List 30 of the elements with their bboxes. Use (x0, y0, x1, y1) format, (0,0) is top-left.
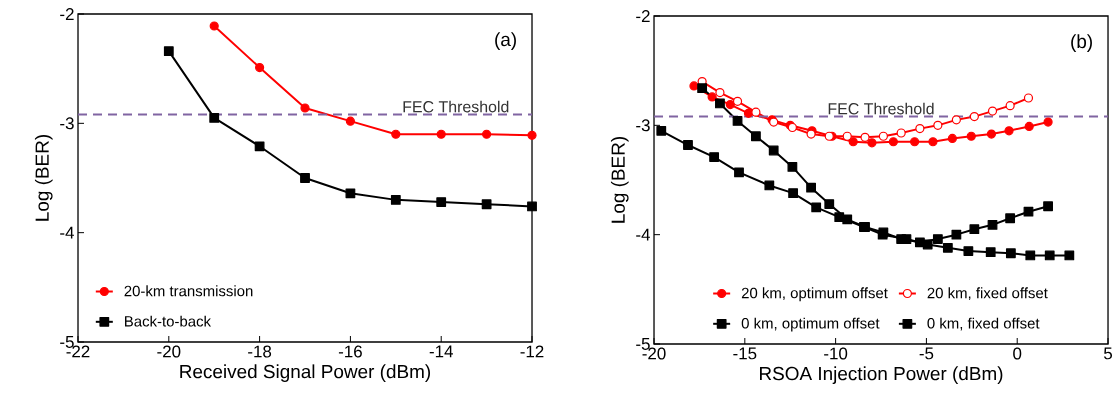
legend-label: 20 km, fixed offset (927, 287, 1048, 301)
x-tick-label: -14 (429, 345, 453, 358)
x-tick-label: -12 (520, 345, 544, 358)
x-tick-label: -10 (824, 347, 848, 360)
legend-label: 0 km, fixed offset (927, 317, 1040, 331)
x-tick-label: -15 (733, 347, 757, 360)
ref-line-label: FEC Threshold (403, 100, 509, 113)
x-tick-label: 0 (1013, 347, 1022, 360)
legend-label: 20 km, optimum offset (741, 287, 888, 302)
x-tick-label: -16 (338, 345, 362, 358)
y-axis-title: Log (BER) (34, 135, 53, 221)
y-tick-label: -4 (60, 226, 74, 239)
annotation: (a) (495, 32, 516, 50)
x-tick-label: -20 (157, 345, 181, 358)
y-tick-label: -4 (636, 228, 650, 241)
legend-label: 0 km, optimum offset (741, 317, 880, 332)
y-axis-title: Log (BER) (610, 137, 629, 223)
legend-label: 20-km transmission (124, 285, 253, 297)
legend-label: Back-to-back (125, 315, 212, 327)
x-tick-label: -18 (248, 345, 272, 358)
y-tick-label: -2 (636, 10, 650, 22)
y-tick-label: -3 (636, 119, 650, 132)
x-axis-title: Received Signal Power (dBm) (180, 364, 431, 382)
y-tick-label: -2 (60, 8, 74, 20)
y-tick-label: -3 (60, 117, 74, 130)
x-tick-label: 5 (1103, 347, 1113, 360)
annotation: (b) (1071, 34, 1092, 52)
x-axis-title: RSOA Injection Power (dBm) (760, 366, 1003, 384)
x-tick-label: -5 (919, 347, 934, 360)
ref-line-label: FEC Threshold (828, 102, 934, 115)
